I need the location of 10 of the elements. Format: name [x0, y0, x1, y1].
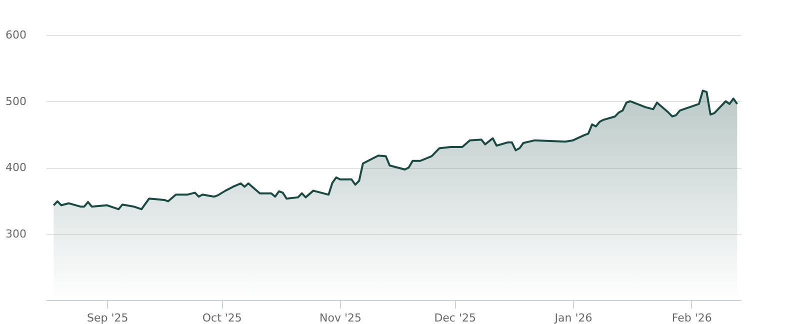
y-tick-label: 500: [6, 94, 26, 108]
x-tick-label: Sep '25: [86, 312, 128, 324]
x-tick-label: Dec '25: [434, 312, 476, 324]
x-tick-label: Feb '26: [672, 312, 712, 324]
x-tick-label: Jan '26: [554, 312, 592, 324]
y-tick-label: 300: [6, 227, 26, 240]
x-tick-label: Oct '25: [202, 312, 242, 324]
y-tick-label: 400: [6, 161, 26, 174]
y-tick-label: 600: [6, 28, 26, 42]
x-tick-label: Nov '25: [320, 312, 362, 324]
